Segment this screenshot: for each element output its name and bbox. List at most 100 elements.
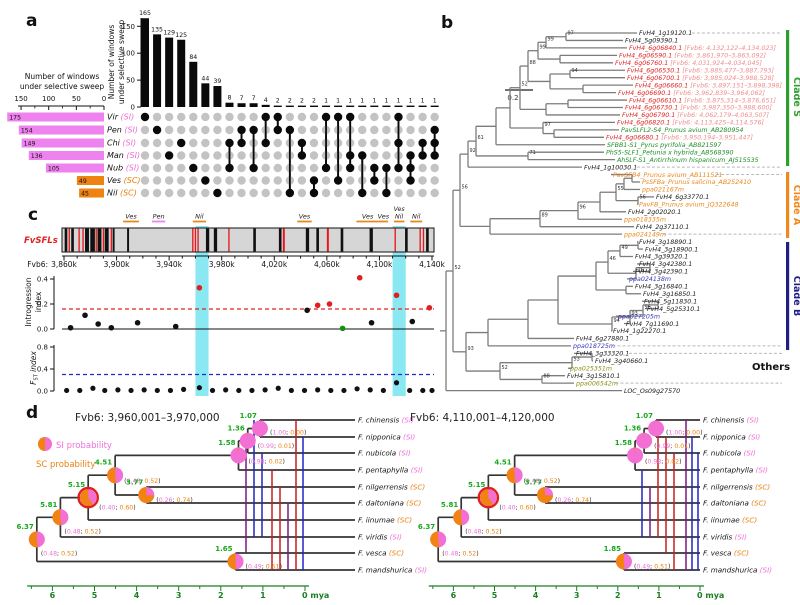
- upset-count: 7: [252, 95, 256, 102]
- upset-bar: [382, 105, 391, 107]
- matrix-dot: [213, 163, 222, 173]
- pie-node-sc: [237, 447, 239, 456]
- age-label: 1.07: [240, 412, 257, 420]
- matrix-dot: [201, 163, 210, 173]
- bootstrap-value: 52: [502, 365, 508, 371]
- matrix-dot: [189, 163, 198, 173]
- matrix-dot: [273, 138, 282, 148]
- species-label: F. pentaphylla (SI): [703, 466, 768, 475]
- matrix-dot: [152, 138, 162, 148]
- matrix-dot: [345, 188, 355, 198]
- upset-count: 1: [421, 98, 425, 105]
- tip-label: ppa027205m: [617, 313, 660, 320]
- pie-node-sc: [453, 509, 463, 526]
- tip-label: FvH4_6g06680.1 [Fvb6: 3,950,194–3,951,44…: [606, 135, 753, 142]
- probability-label: (0.49; 0.51): [246, 564, 282, 571]
- matrix-dot: [177, 176, 186, 185]
- matrix-dot: [140, 188, 150, 198]
- set-size-bar: [76, 176, 104, 185]
- matrix-dot: [418, 188, 427, 198]
- age-label: 5.81: [441, 501, 458, 509]
- annotation-label: Ves: [378, 213, 390, 221]
- annotation-label: Pen: [153, 213, 165, 221]
- matrix-dot: [406, 125, 415, 135]
- tip-label: FvH4_6g06840.1 [Fvb6: 4,132,122–4,134,02…: [629, 45, 776, 52]
- time-axis-tick-label: 1: [656, 591, 662, 600]
- tree-left-title: Fvb6: 3,960,001–3,970,000: [75, 412, 220, 424]
- matrix-dot: [249, 112, 258, 122]
- pie-node-sc: [28, 531, 38, 548]
- upset-bar: [189, 61, 198, 107]
- tip-label: FvH4_2g02020.1: [628, 209, 681, 216]
- matrix-dot: [394, 188, 403, 198]
- probability-label: (0.99; 0.01): [258, 443, 294, 450]
- tip-label: FvH4_6g06790.1 [Fvb6: 4,062,179–4,063,50…: [622, 112, 769, 119]
- tip-label: PavFB_Prunus avium_JQ322648: [639, 202, 739, 209]
- matrix-dot: [164, 188, 174, 198]
- probability-label: (0.48; 0.52): [442, 550, 478, 557]
- set-size-bar: [45, 163, 104, 173]
- fst-point: [90, 385, 96, 391]
- matrix-dot: [297, 176, 307, 185]
- set-size-value: 105: [48, 165, 60, 172]
- upset-bar: [153, 34, 162, 108]
- gene-track-segment: [419, 228, 421, 252]
- clade-bar: [786, 172, 790, 238]
- age-label: 6.37: [418, 523, 435, 531]
- matrix-dot: [309, 138, 319, 148]
- set-row-label: Nub (SI): [107, 164, 139, 173]
- genome-axis-tick-label: 3,900k: [104, 260, 130, 269]
- time-axis-tick-label: 3: [574, 591, 580, 600]
- tip-label: ppa021167m: [641, 187, 684, 194]
- probability-label: (1.00; 0.00): [270, 430, 306, 437]
- tip-label: FvH4_3g16850.1: [643, 291, 696, 298]
- matrix-dot: [213, 176, 222, 185]
- panel-a-letter: a: [26, 11, 37, 31]
- bootstrap-value: 49: [622, 245, 628, 251]
- matrix-dot: [164, 125, 174, 135]
- species-label: F. daltoniana (SC): [358, 499, 422, 508]
- age-label: 5.15: [468, 481, 485, 489]
- matrix-dot: [164, 176, 174, 185]
- upset-count: 1: [433, 98, 437, 105]
- upset-bar: [273, 105, 282, 107]
- genome-axis-tick-label: 4,140k: [419, 260, 445, 269]
- bootstrap-value: 55: [618, 186, 624, 192]
- set-size-bar: [28, 151, 104, 160]
- upset-count: 8: [228, 95, 232, 102]
- probability-label: (0.48; 0.52): [124, 478, 160, 485]
- upset-bar: [334, 105, 343, 107]
- tip-label: FvH4_3g42390.1: [635, 269, 688, 276]
- probability-label: (1.00; 0.00): [666, 430, 702, 437]
- fst-y-tick-label: 0.4: [37, 365, 49, 373]
- gene-track-segment: [102, 228, 105, 252]
- matrix-dot: [370, 151, 379, 160]
- legend-si-label: SI probability: [56, 441, 112, 451]
- tip-label: FvH4_2g37110.1: [636, 224, 689, 231]
- tip-label: FvH4_6g06760.1 [Fvb6: 4,031,924–4,034,04…: [615, 60, 762, 67]
- fst-y-tick-label: 0.8: [37, 343, 48, 351]
- introgression-y-tick-label: 0.0: [37, 325, 48, 333]
- matrix-dot: [201, 125, 210, 135]
- tip-label: FvH4_5g09390.1: [625, 38, 678, 45]
- gene-track-segment: [78, 228, 80, 252]
- pie-node-sc: [615, 553, 625, 570]
- fst-point: [429, 387, 435, 394]
- probability-label: (0.40; 0.60): [99, 505, 135, 512]
- gene-track-segment: [278, 228, 282, 252]
- pie-node-sc: [537, 487, 554, 503]
- gene-track-segment: [104, 228, 109, 252]
- matrix-dot: [430, 176, 439, 185]
- matrix-dot: [140, 125, 150, 135]
- annotation-label: Nil: [395, 214, 403, 221]
- time-axis-tick-label: 6: [50, 591, 56, 600]
- species-label: F. nipponica (SI): [358, 433, 416, 442]
- matrix-dot: [189, 112, 198, 122]
- tip-label: FvH4_3g42380.1: [639, 261, 692, 268]
- matrix-dot: [297, 112, 307, 122]
- set-size-axis-tick-label: 50: [72, 95, 81, 103]
- set-row-label: Man (SI): [107, 151, 140, 160]
- pie-node-sc: [634, 447, 636, 456]
- matrix-dot: [237, 188, 246, 198]
